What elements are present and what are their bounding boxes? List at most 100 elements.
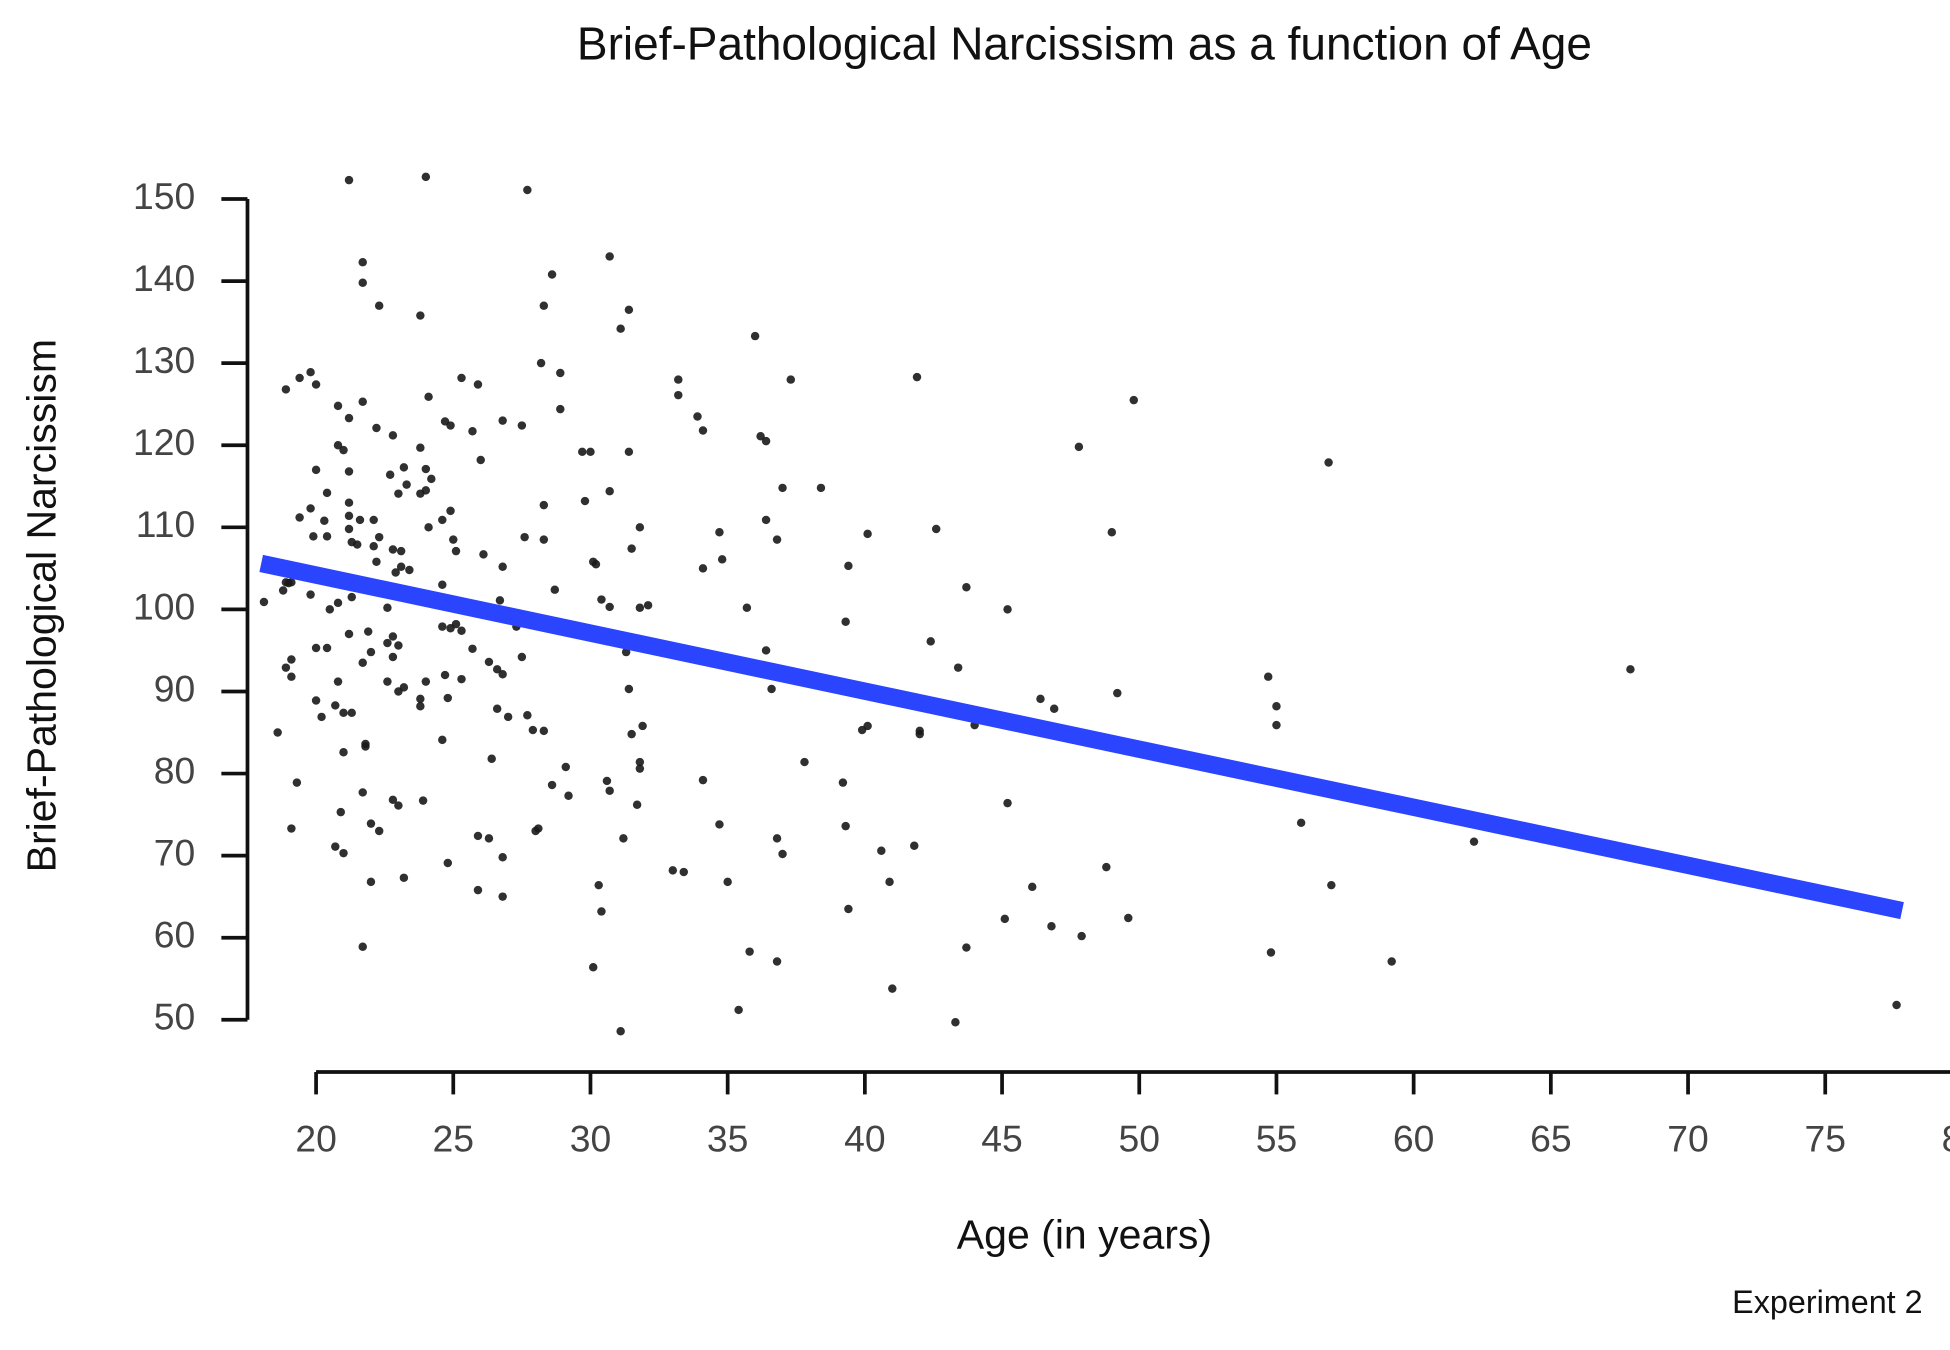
scatter-point: [339, 747, 348, 757]
scatter-point: [309, 532, 318, 541]
scatter-point: [863, 721, 872, 731]
scatter-point: [523, 185, 532, 195]
scatter-point: [457, 373, 466, 383]
scatter-point: [632, 800, 642, 809]
scatter-point: [295, 373, 304, 383]
scatter-point: [1049, 704, 1059, 713]
scatter-point: [399, 463, 409, 472]
scatter-point: [715, 820, 724, 829]
scatter-point: [761, 436, 771, 446]
scatter-point: [484, 657, 494, 667]
scatter-point: [528, 725, 538, 735]
scatter-point: [1296, 818, 1306, 828]
scatter-point: [358, 788, 367, 797]
scatter-point: [339, 445, 348, 455]
scatter-point: [772, 535, 782, 544]
scatter-point: [476, 455, 485, 465]
scatter-point: [287, 824, 296, 833]
scatter-point: [534, 824, 543, 833]
scatter-point: [438, 580, 447, 590]
scatter-point: [698, 775, 708, 785]
scatter-point: [372, 423, 381, 433]
y-tick-label: 130: [133, 339, 195, 381]
scatter-point: [388, 795, 398, 805]
scatter-point: [344, 413, 354, 423]
scatter-point: [306, 504, 315, 513]
x-tick-label: 70: [1667, 1118, 1709, 1160]
scatter-point: [1272, 720, 1281, 730]
scatter-point: [317, 712, 326, 722]
x-tick-label: 65: [1530, 1118, 1572, 1160]
scatter-point: [396, 562, 406, 571]
scatter-point: [331, 701, 340, 710]
scatter-point: [778, 849, 787, 859]
scatter-point: [750, 331, 760, 341]
y-tick-label: 110: [136, 503, 195, 545]
scatter-point: [344, 629, 354, 639]
scatter-point: [353, 540, 362, 549]
y-tick-label: 120: [133, 421, 195, 463]
scatter-point: [468, 427, 477, 436]
x-tick-label: 75: [1804, 1118, 1845, 1160]
scatter-point: [438, 622, 447, 631]
scatter-point: [520, 532, 529, 542]
scatter-point: [388, 632, 398, 641]
scatter-point: [492, 704, 502, 713]
scatter-point: [693, 412, 702, 421]
scatter-point: [1266, 948, 1276, 957]
scatter-point: [1129, 395, 1138, 405]
scatter-point: [624, 447, 634, 457]
scatter-point: [668, 866, 678, 875]
scatter-point: [311, 643, 321, 653]
scatter-point: [1324, 458, 1333, 467]
axes: 50 60 70 80 90 100 110 120 130 140 150 20 25 30 35 40 45…: [133, 175, 1950, 1160]
y-tick-label: 60: [154, 914, 195, 956]
scatter-point: [333, 598, 343, 608]
scatter-point: [355, 515, 365, 525]
scatter-point: [838, 778, 848, 787]
scatter-point: [885, 877, 894, 887]
scatter-point: [635, 757, 645, 767]
scatter-point: [547, 270, 557, 279]
scatter-point: [416, 694, 425, 704]
scatter-point: [339, 848, 348, 858]
y-tick-label: 140: [133, 257, 195, 299]
scatter-point: [1000, 914, 1010, 924]
scatter-point: [322, 488, 332, 498]
scatter-point: [778, 483, 787, 493]
scatter-point: [385, 470, 395, 480]
scatter-point: [605, 786, 614, 796]
scatter-point: [723, 877, 732, 887]
scatter-point: [287, 655, 296, 664]
scatter-point: [295, 513, 304, 522]
scatter-point: [440, 670, 450, 680]
scatter-point: [580, 496, 590, 506]
scatter-point: [841, 617, 850, 626]
scatter-point: [951, 1018, 960, 1027]
scatter-point: [333, 677, 343, 686]
scatter-point: [556, 368, 565, 378]
scatter-point: [1124, 913, 1133, 923]
scatter-point: [374, 826, 384, 836]
y-tick-label: 100: [133, 585, 195, 627]
scatter-point: [259, 597, 269, 607]
scatter-point: [877, 846, 886, 855]
scatter-point: [416, 311, 425, 320]
scatter-point: [962, 943, 971, 952]
scatter-point: [926, 637, 935, 646]
scatter-point: [443, 858, 453, 868]
scatter-point: [421, 172, 431, 182]
x-tick-label: 45: [981, 1118, 1023, 1160]
scatter-point: [698, 426, 708, 435]
scatter-point: [361, 742, 370, 751]
scatter-point: [635, 764, 645, 773]
scatter-point: [523, 711, 532, 720]
scatter-point: [311, 696, 321, 705]
scatter-point: [539, 500, 549, 510]
scatter-point: [591, 560, 601, 569]
scatter-point: [503, 712, 513, 722]
scatter-point: [391, 568, 400, 577]
scatter-point: [278, 586, 288, 595]
scatter-point: [1074, 442, 1084, 452]
